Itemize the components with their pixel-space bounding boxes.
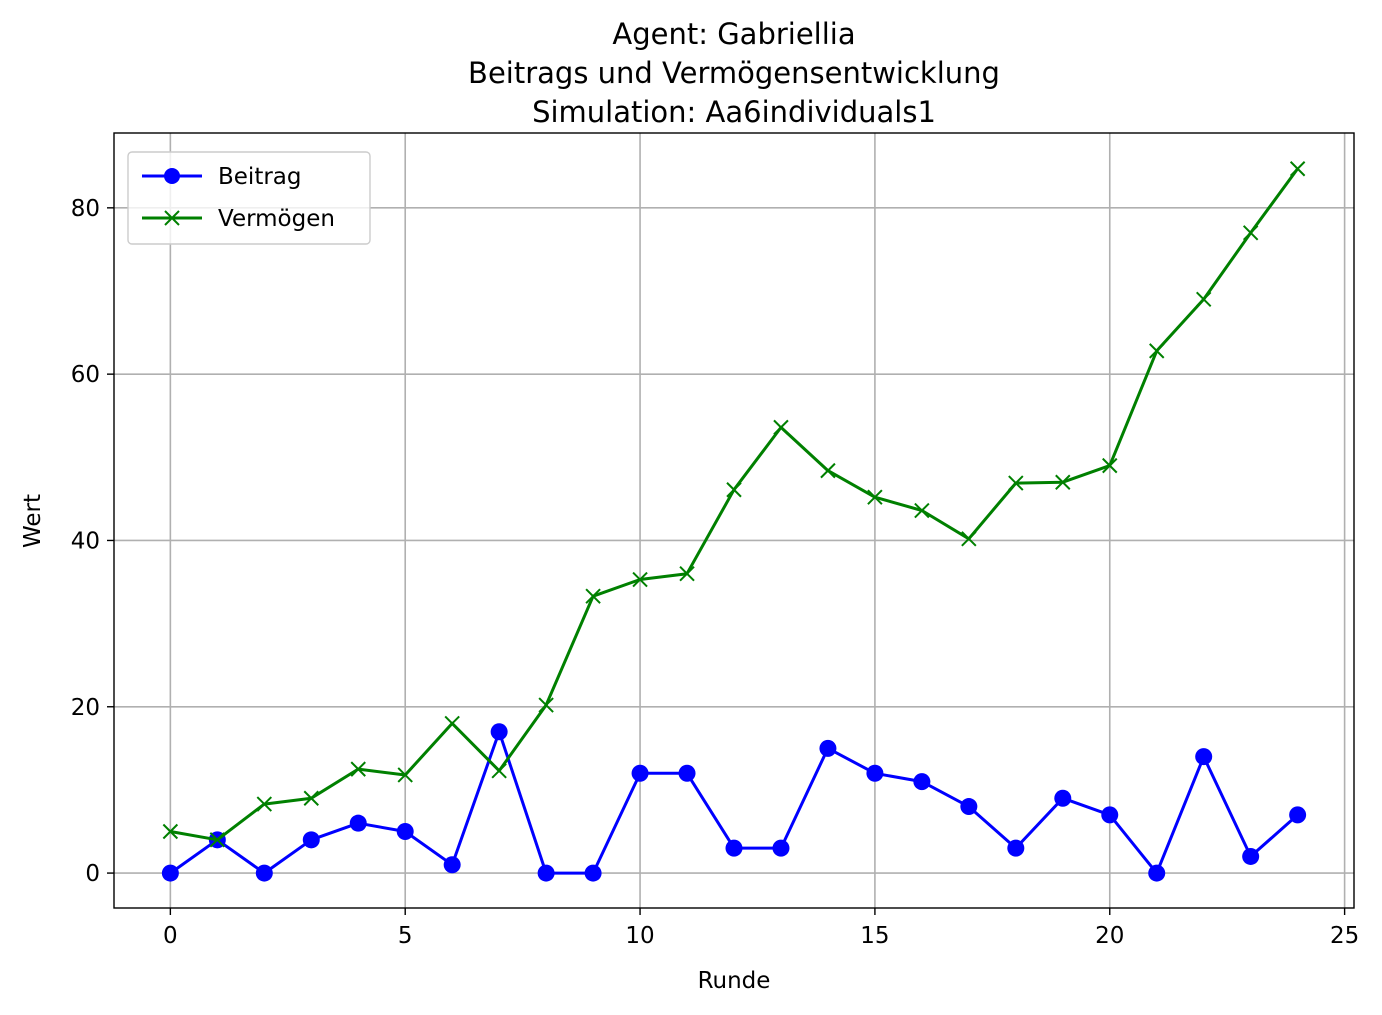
data-point-vermoegen	[303, 790, 319, 806]
data-point-beitrag	[772, 839, 790, 857]
data-point-vermoegen	[773, 419, 789, 436]
axis-ticks: 0 5 10 15 20 25 0 20 40 60 80	[71, 196, 1360, 949]
data-point-beitrag	[396, 822, 414, 840]
legend-marker-beitrag	[164, 168, 180, 184]
data-point-beitrag	[631, 764, 649, 782]
data-point-vermoegen	[1242, 225, 1259, 241]
data-point-vermoegen	[914, 502, 930, 519]
data-point-beitrag	[161, 864, 179, 882]
chart-title: Agent: Gabriellia Beitrags und Vermögens…	[468, 17, 1000, 129]
y-tick-label: 60	[71, 362, 100, 388]
data-point-vermoegen	[1195, 291, 1212, 308]
data-point-vermoegen	[444, 715, 460, 732]
data-point-beitrag	[255, 864, 273, 882]
x-tick-label: 20	[1095, 923, 1124, 949]
y-tick-label: 0	[85, 861, 100, 887]
data-point-beitrag	[490, 723, 508, 741]
y-axis-label: Wert	[20, 494, 46, 548]
data-point-beitrag	[1101, 806, 1119, 824]
x-tick-label: 15	[860, 923, 889, 949]
data-point-beitrag	[1007, 839, 1025, 857]
legend: Beitrag Vermögen	[127, 151, 371, 245]
data-point-vermoegen	[585, 588, 601, 604]
data-point-beitrag	[1242, 847, 1260, 865]
data-point-vermoegen	[1055, 474, 1071, 490]
data-point-vermoegen	[397, 767, 413, 783]
data-point-vermoegen	[867, 489, 883, 505]
data-point-vermoegen	[1289, 161, 1306, 177]
x-tick-label: 5	[398, 923, 413, 949]
data-point-vermoegen	[679, 566, 695, 582]
title-line-3: Simulation: Aa6individuals1	[532, 95, 936, 129]
plot-series	[161, 161, 1307, 882]
data-point-beitrag	[349, 814, 367, 832]
data-point-vermoegen	[1102, 457, 1118, 474]
data-point-vermoegen	[538, 697, 554, 713]
title-line-2: Beitrags und Vermögensentwicklung	[468, 56, 1000, 90]
data-point-vermoegen	[162, 823, 179, 840]
data-point-beitrag	[819, 739, 837, 757]
data-point-vermoegen	[961, 531, 977, 547]
x-tick-label: 25	[1330, 923, 1359, 949]
data-point-beitrag	[678, 764, 696, 782]
x-axis-label: Runde	[698, 968, 771, 994]
data-point-beitrag	[913, 773, 931, 791]
data-point-beitrag	[1054, 789, 1072, 807]
data-point-beitrag	[960, 798, 978, 816]
legend-label-beitrag: Beitrag	[218, 164, 302, 190]
data-point-beitrag	[302, 831, 320, 849]
y-tick-label: 80	[71, 196, 100, 222]
data-point-vermoegen	[491, 763, 507, 779]
x-tick-label: 10	[625, 923, 654, 949]
y-tick-label: 20	[71, 695, 100, 721]
data-point-beitrag	[584, 864, 602, 882]
data-point-beitrag	[1195, 748, 1213, 766]
legend-label-vermoegen: Vermögen	[218, 206, 335, 232]
data-point-vermoegen	[350, 761, 366, 777]
data-point-vermoegen	[820, 462, 836, 479]
series-line-vermoegen	[170, 167, 1299, 842]
data-point-beitrag	[1289, 806, 1307, 824]
legend-marker-vermoegen	[164, 210, 180, 226]
data-point-vermoegen	[256, 796, 273, 812]
data-point-beitrag	[537, 864, 555, 882]
data-point-beitrag	[866, 764, 884, 782]
x-tick-label: 0	[163, 923, 178, 949]
data-point-vermoegen	[632, 571, 648, 588]
y-tick-label: 40	[71, 528, 100, 554]
data-point-beitrag	[443, 856, 461, 874]
data-point-vermoegen	[1008, 475, 1024, 491]
grid	[114, 133, 1354, 908]
data-point-vermoegen	[726, 482, 742, 498]
data-point-vermoegen	[1149, 343, 1165, 359]
title-line-1: Agent: Gabriellia	[612, 17, 855, 51]
data-point-beitrag	[725, 839, 743, 857]
plot-frame	[113, 132, 1355, 909]
data-point-vermoegen	[209, 832, 226, 848]
data-point-beitrag	[1148, 864, 1166, 882]
